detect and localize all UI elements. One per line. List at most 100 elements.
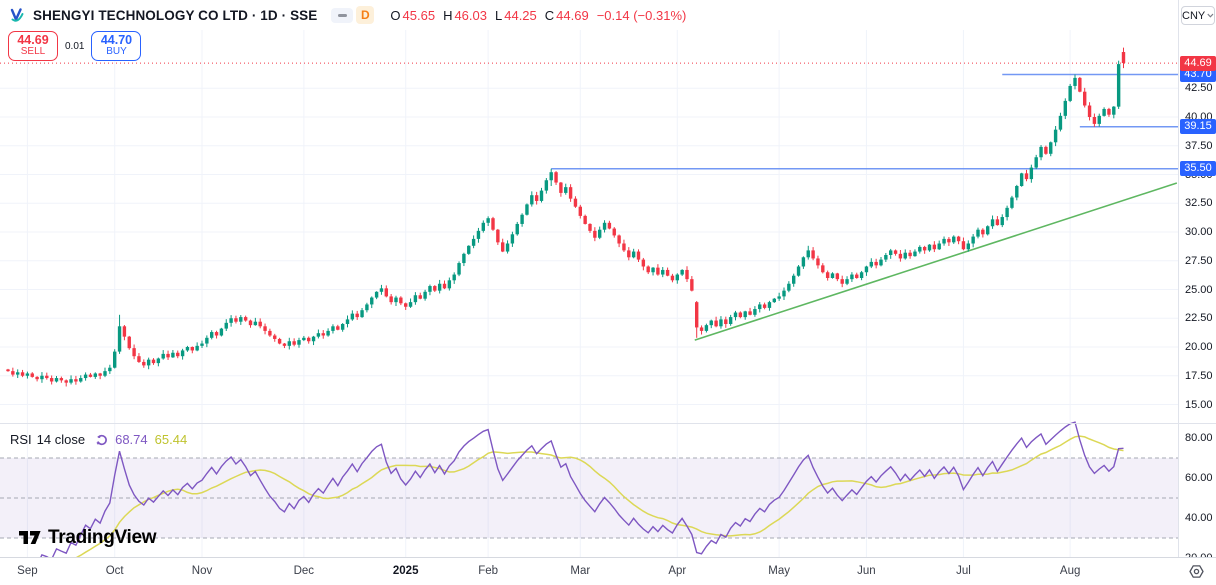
candle-body: [981, 229, 985, 235]
candle-body: [583, 215, 587, 224]
time-label: Dec: [293, 565, 315, 577]
candle-body: [384, 288, 388, 297]
low-label: L: [495, 7, 503, 23]
candle-body: [423, 291, 427, 299]
candle-body: [74, 379, 78, 382]
time-label: Mar: [570, 565, 591, 577]
buy-price: 44.70: [100, 33, 133, 48]
candle-body: [418, 295, 422, 299]
tradingview-logo-text: TradingView: [48, 527, 157, 548]
spread-value: 0.01: [65, 40, 85, 52]
candle-body: [171, 352, 175, 358]
candle-body: [326, 330, 330, 336]
candle-body: [918, 246, 922, 252]
rsi-tick-label: 20.00: [1185, 551, 1213, 557]
symbol-title[interactable]: SHENGYI TECHNOLOGY CO LTD · 1D · SSE: [33, 7, 318, 23]
sell-button[interactable]: 44.69 SELL: [8, 31, 58, 61]
candle-body: [859, 272, 864, 278]
candle-body: [564, 187, 568, 193]
candle-body: [331, 326, 335, 331]
candle-body: [190, 347, 194, 351]
candle-body: [1112, 106, 1116, 115]
candle-body: [1034, 157, 1038, 168]
candle-body: [40, 375, 44, 380]
candle-body: [108, 367, 112, 372]
candle-body: [1058, 115, 1063, 130]
candle-body: [69, 379, 73, 383]
rsi-params: 14 close: [36, 432, 86, 447]
collapsed-toolbar-button[interactable]: [331, 7, 354, 23]
candle-body: [835, 273, 840, 280]
candle-body: [11, 371, 15, 375]
candle-body: [156, 358, 161, 364]
rsi-title[interactable]: RSI: [10, 432, 32, 447]
candle-body: [433, 286, 437, 291]
candle-body: [816, 258, 820, 266]
candle-body: [161, 353, 165, 359]
candle-body: [408, 302, 413, 307]
candle-body: [1010, 197, 1014, 208]
time-label: Jun: [857, 565, 876, 577]
candle-body: [447, 280, 452, 289]
currency-label: CNY: [1182, 9, 1206, 22]
rsi-tick-label: 40.00: [1185, 512, 1213, 524]
buy-button[interactable]: 44.70 BUY: [91, 31, 142, 61]
timeframe-badge[interactable]: D: [356, 6, 375, 24]
order-panel: 44.69 SELL 0.01 44.70 BUY: [8, 31, 142, 61]
candle-body: [297, 340, 301, 345]
candle-body: [792, 275, 796, 284]
chevron-down-icon: [1207, 13, 1214, 18]
candle-body: [505, 243, 510, 252]
candle-body: [787, 283, 791, 291]
candle-body: [922, 246, 927, 251]
candle-body: [602, 222, 607, 230]
trendline-drawing[interactable]: [694, 182, 1178, 341]
candle-body: [1015, 186, 1019, 198]
main-chart-canvas[interactable]: [0, 0, 1178, 557]
candle-body: [699, 327, 704, 331]
candle-body: [239, 317, 243, 322]
candle-body: [79, 378, 83, 382]
candle-body: [350, 313, 355, 320]
candle-body: [185, 347, 190, 351]
price-tick-label: 15.00: [1185, 398, 1213, 411]
candle-body: [442, 283, 447, 289]
candle-body: [709, 320, 713, 326]
candle-body: [166, 353, 170, 358]
candle-body: [806, 250, 810, 258]
candle-body: [234, 318, 238, 322]
axis-settings-gear-icon[interactable]: [1188, 563, 1205, 585]
candle-body: [452, 274, 456, 281]
candle-body: [617, 235, 621, 244]
candle-body: [762, 304, 767, 308]
candle-body: [389, 296, 393, 303]
candle-body: [45, 375, 49, 379]
currency-selector[interactable]: CNY: [1181, 6, 1215, 25]
rsi-refresh-icon[interactable]: [95, 433, 109, 447]
candle-body: [379, 288, 384, 292]
candle-body: [219, 328, 224, 336]
candle-body: [641, 259, 646, 267]
candle-body: [1000, 217, 1004, 226]
candle-body: [845, 279, 849, 284]
candle-body: [210, 332, 214, 338]
time-axis[interactable]: Sep Oct Nov Dec 2025 Feb Mar Apr May Jun Jul Aug: [0, 558, 1216, 585]
candle-body: [777, 296, 781, 299]
candle-body: [782, 290, 786, 297]
candle-body: [656, 267, 660, 275]
rsi-line: [40, 421, 1124, 557]
candle-body: [874, 261, 878, 266]
candle-body: [491, 218, 495, 230]
close-value: 44.69: [556, 7, 589, 23]
pane-separator[interactable]: [0, 423, 1216, 424]
rsi-ma-value: 65.44: [154, 432, 188, 447]
tradingview-logo[interactable]: TradingView: [18, 527, 157, 549]
candle-body: [947, 238, 951, 243]
ohlc-readout: O 45.65 H 46.03 L 44.25 C 44.69 −0.14 (−…: [390, 8, 686, 23]
candle-body: [549, 172, 553, 181]
price-scale[interactable]: CNY 42.5040.0037.5035.0032.5030.0027.502…: [1178, 0, 1216, 557]
rsi-tick-label: 60.00: [1185, 472, 1213, 484]
candle-body: [588, 223, 592, 231]
candle-body: [137, 356, 141, 362]
candle-body: [16, 372, 20, 375]
